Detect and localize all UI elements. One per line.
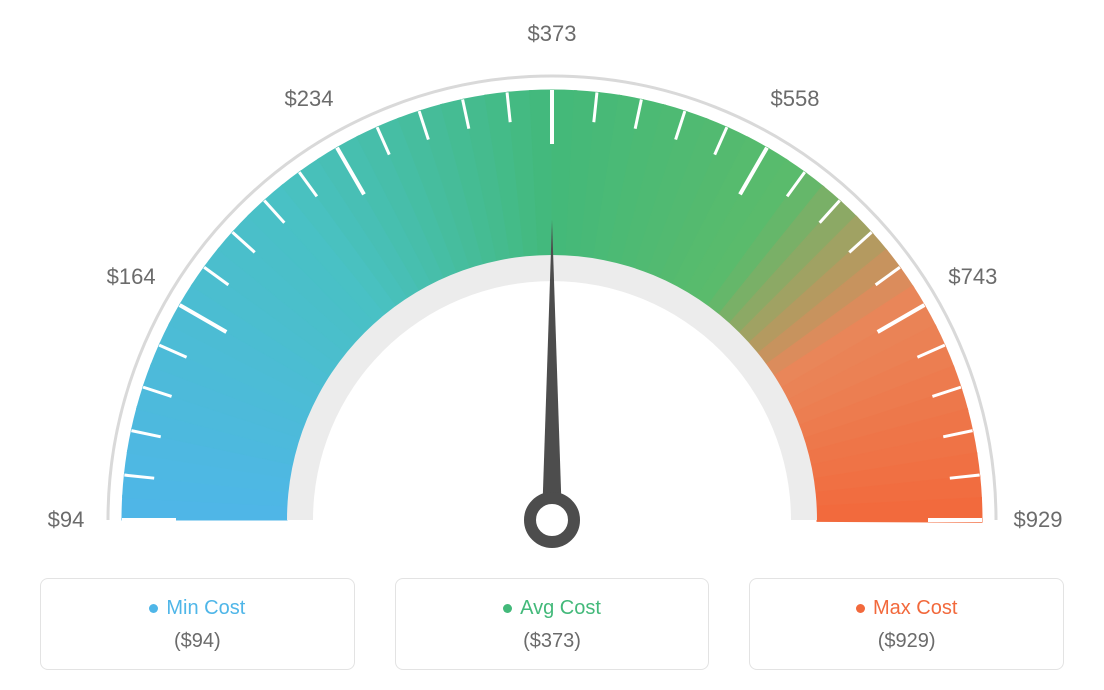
legend-card-avg: Avg Cost ($373)	[395, 578, 710, 670]
legend-title-max: Max Cost	[856, 597, 957, 620]
gauge-tick-label: $234	[285, 86, 334, 112]
gauge-tick-label: $373	[528, 21, 577, 47]
legend-title-avg: Avg Cost	[503, 597, 601, 620]
gauge-tick-label: $743	[948, 264, 997, 290]
legend-label-min: Min Cost	[166, 597, 245, 620]
legend-row: Min Cost ($94) Avg Cost ($373) Max Cost …	[0, 578, 1104, 670]
legend-value-max: ($929)	[760, 630, 1053, 653]
gauge-chart: $94 $164 $234 $373 $558 $743 $929	[0, 0, 1104, 560]
legend-value-avg: ($373)	[406, 630, 699, 653]
legend-card-max: Max Cost ($929)	[749, 578, 1064, 670]
gauge-tick-label: $558	[771, 86, 820, 112]
gauge-tick-label: $164	[107, 264, 156, 290]
gauge-tick-label: $94	[48, 507, 85, 533]
legend-title-min: Min Cost	[149, 597, 245, 620]
dot-icon-avg	[503, 604, 512, 613]
legend-value-min: ($94)	[51, 630, 344, 653]
dot-icon-max	[856, 604, 865, 613]
legend-label-avg: Avg Cost	[520, 597, 601, 620]
legend-card-min: Min Cost ($94)	[40, 578, 355, 670]
legend-label-max: Max Cost	[873, 597, 957, 620]
gauge-tick-label: $929	[1014, 507, 1063, 533]
dot-icon-min	[149, 604, 158, 613]
gauge-svg	[0, 0, 1104, 560]
